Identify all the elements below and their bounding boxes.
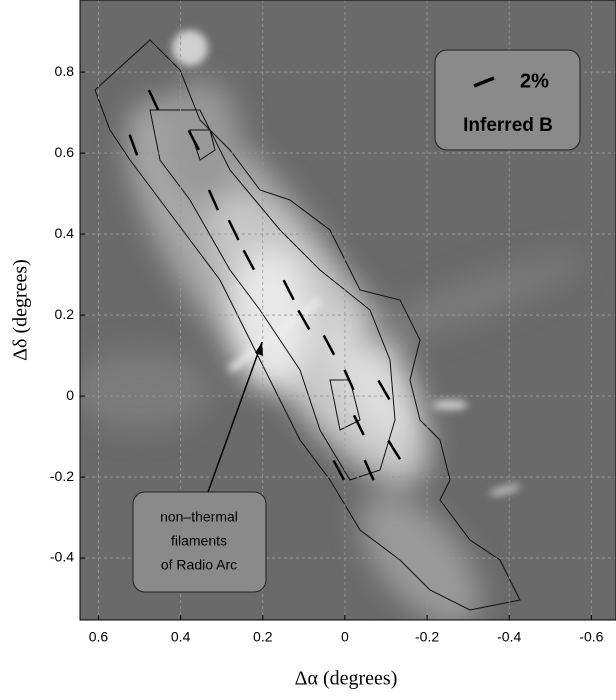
x-tick-label: -0.4 (497, 629, 521, 645)
chart: 2% Inferred B non–thermal filaments of Rad… (0, 0, 616, 695)
y-tick-label: -0.4 (50, 549, 74, 565)
annotation-text: non–thermal (160, 509, 238, 525)
y-tick-label: -0.2 (50, 468, 74, 484)
annotation-text: of Radio Arc (161, 557, 237, 573)
x-tick-label: 0.6 (89, 629, 109, 645)
y-tick-label: 0.2 (55, 306, 75, 322)
x-tick-label: -0.2 (415, 629, 439, 645)
legend-label: Inferred B (463, 115, 553, 136)
y-axis-label: Δδ (degrees) (10, 259, 32, 361)
annotation-text: filaments (171, 533, 227, 549)
y-tick-label: 0.6 (55, 144, 75, 160)
x-axis-label: Δα (degrees) (295, 668, 398, 690)
y-tick-label: 0 (66, 387, 74, 403)
x-tick-label: 0 (341, 629, 349, 645)
legend-scale: 2% (520, 70, 549, 92)
y-tick-label: 0.4 (55, 225, 75, 241)
legend: 2% Inferred B (435, 50, 580, 150)
x-tick-label: -0.6 (579, 629, 603, 645)
x-tick-label: 0.4 (171, 629, 191, 645)
x-tick-label: 0.2 (253, 629, 273, 645)
y-tick-label: 0.8 (55, 63, 75, 79)
